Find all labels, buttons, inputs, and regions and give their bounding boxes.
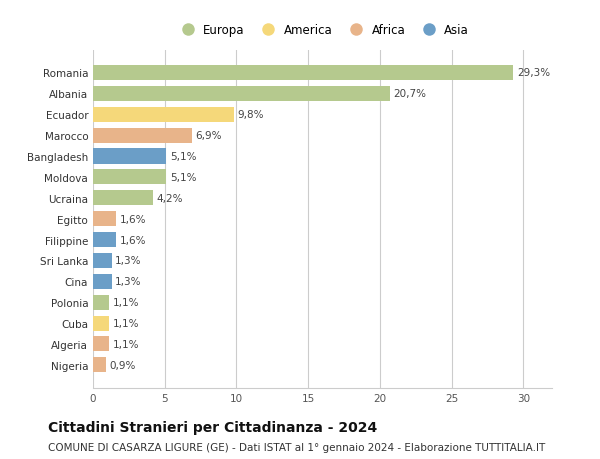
Bar [93, 337, 109, 352]
Text: Cittadini Stranieri per Cittadinanza - 2024: Cittadini Stranieri per Cittadinanza - 2… [48, 420, 377, 434]
Bar [93, 274, 112, 289]
Bar [93, 170, 166, 185]
Legend: Europa, America, Africa, Asia: Europa, America, Africa, Asia [172, 19, 473, 42]
Text: 1,6%: 1,6% [119, 235, 146, 245]
Bar [93, 107, 233, 123]
Bar [93, 129, 192, 143]
Text: 4,2%: 4,2% [157, 193, 184, 203]
Bar [93, 316, 109, 331]
Bar [93, 191, 153, 206]
Text: 29,3%: 29,3% [517, 68, 550, 78]
Text: 1,1%: 1,1% [112, 319, 139, 328]
Bar [93, 212, 116, 227]
Text: COMUNE DI CASARZA LIGURE (GE) - Dati ISTAT al 1° gennaio 2024 - Elaborazione TUT: COMUNE DI CASARZA LIGURE (GE) - Dati IST… [48, 442, 545, 452]
Bar [93, 295, 109, 310]
Bar [93, 149, 166, 164]
Text: 1,3%: 1,3% [115, 277, 142, 287]
Text: 1,6%: 1,6% [119, 214, 146, 224]
Bar [93, 253, 112, 269]
Bar [93, 358, 106, 373]
Text: 1,3%: 1,3% [115, 256, 142, 266]
Bar [93, 233, 116, 247]
Bar [93, 87, 390, 101]
Text: 5,1%: 5,1% [170, 151, 196, 162]
Text: 5,1%: 5,1% [170, 173, 196, 183]
Bar [93, 66, 513, 81]
Text: 1,1%: 1,1% [112, 297, 139, 308]
Text: 6,9%: 6,9% [196, 131, 222, 141]
Text: 1,1%: 1,1% [112, 339, 139, 349]
Text: 9,8%: 9,8% [237, 110, 263, 120]
Text: 0,9%: 0,9% [109, 360, 136, 370]
Text: 20,7%: 20,7% [394, 89, 427, 99]
